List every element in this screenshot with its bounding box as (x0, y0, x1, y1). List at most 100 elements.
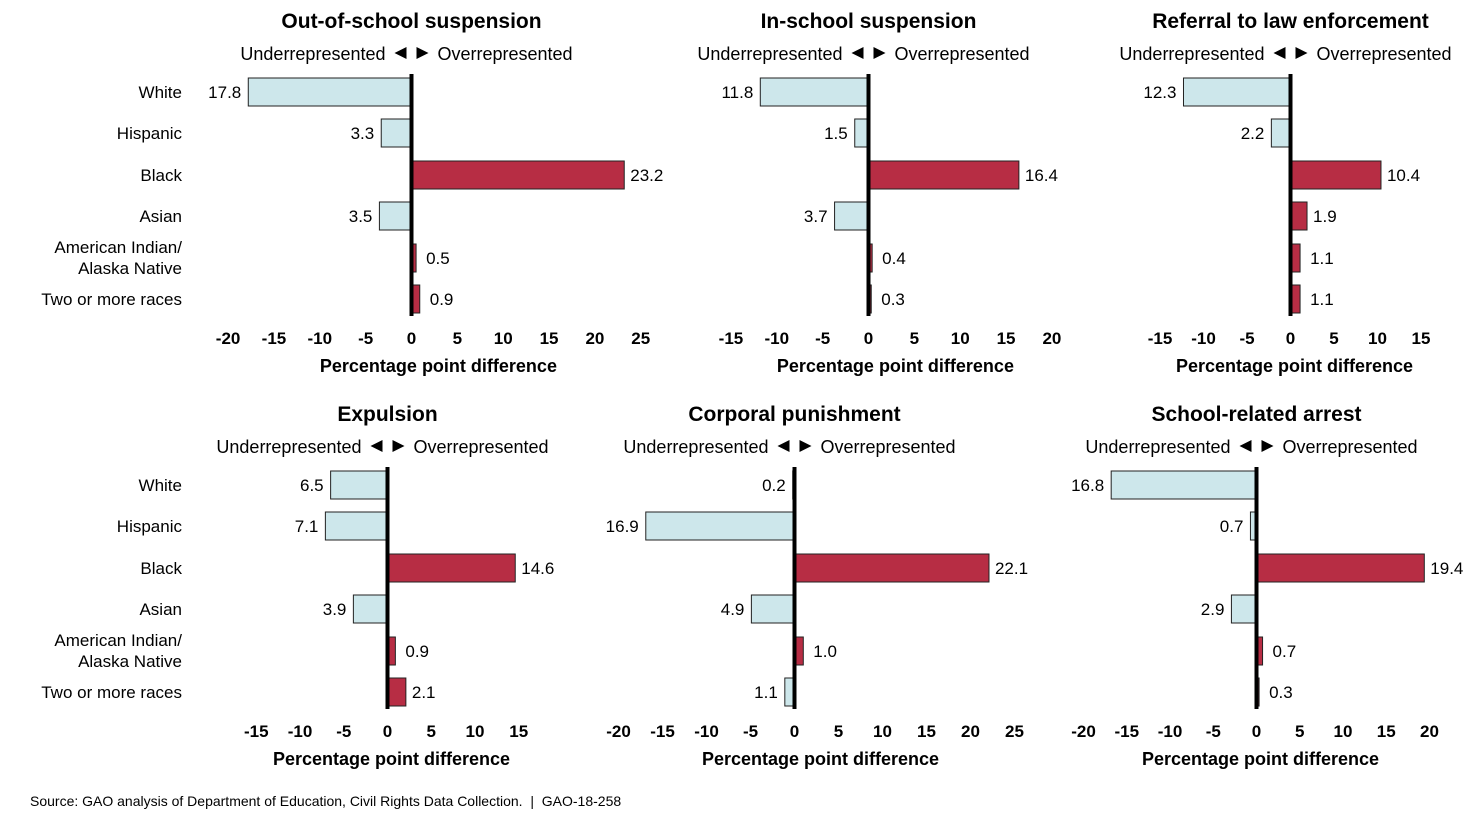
tick-label: 15 (540, 329, 559, 348)
tick-label: 15 (917, 722, 936, 741)
bar (1110, 470, 1258, 500)
data-label: 3.5 (349, 207, 373, 226)
data-label: 0.5 (426, 249, 450, 268)
category-label: White (139, 83, 182, 102)
bar (352, 594, 388, 624)
data-label: 0.9 (405, 642, 429, 661)
category-labels-2: White Hispanic Black Asian American Indian/A… (41, 476, 182, 702)
bar (834, 201, 869, 231)
tick-label: 20 (585, 329, 604, 348)
tick-label: -5 (1239, 329, 1254, 348)
tick-label: 0 (1252, 722, 1261, 741)
panel-title: In-school suspension (761, 10, 977, 33)
arrow-right-icon (873, 47, 886, 59)
data-label: 0.3 (881, 290, 905, 309)
tick-label: 0 (864, 329, 873, 348)
arrow-right-icon (1261, 440, 1274, 452)
bar (411, 160, 625, 190)
arrow-right-icon (392, 440, 405, 452)
tick-label: 10 (466, 722, 485, 741)
bar (330, 470, 388, 500)
tick-label: 20 (961, 722, 980, 741)
category-label: American Indian/ (54, 238, 182, 257)
data-label: 0.9 (430, 290, 454, 309)
direction-right-label: Overrepresented (414, 437, 549, 457)
tick-label: -20 (606, 722, 631, 741)
x-axis-label: Percentage point difference (273, 749, 510, 769)
category-label: Asian (139, 600, 182, 619)
tick-label: 20 (1042, 329, 1061, 348)
source-note: Source: GAO analysis of Department of Ed… (30, 793, 621, 809)
report-id: GAO-18-258 (541, 793, 622, 809)
tick-label: 0 (790, 722, 799, 741)
data-label: 2.2 (1241, 124, 1265, 143)
bar (794, 553, 990, 583)
tick-label: -10 (765, 329, 790, 348)
panel-title: School-related arrest (1151, 403, 1361, 426)
tick-label: -20 (216, 329, 241, 348)
data-label: 2.9 (1201, 600, 1225, 619)
panel-4: Expulsion Underrepresented Overrepresented… (216, 403, 554, 769)
panel-title: Expulsion (337, 403, 437, 426)
panel-1: Out-of-school suspension Underrepresented… (208, 10, 663, 376)
tick-label: -10 (694, 722, 719, 741)
bar (387, 677, 407, 707)
bar (247, 77, 412, 107)
arrow-left-icon (777, 440, 790, 452)
bar (1182, 77, 1291, 107)
tick-label: -5 (358, 329, 373, 348)
direction-right-label: Overrepresented (821, 437, 956, 457)
x-axis-label: Percentage point difference (777, 356, 1014, 376)
tick-label: -15 (1114, 722, 1139, 741)
tick-label: 15 (997, 329, 1016, 348)
data-label: 23.2 (630, 166, 663, 185)
category-label: Hispanic (117, 517, 183, 536)
bar (378, 201, 412, 231)
direction-left-label: Underrepresented (697, 44, 842, 64)
bar (380, 118, 413, 148)
data-label: 0.2 (762, 476, 786, 495)
data-label: 14.6 (521, 559, 554, 578)
data-label: 0.4 (882, 249, 906, 268)
tick-label: 10 (951, 329, 970, 348)
tick-label: 15 (1412, 329, 1431, 348)
tick-label: 0 (383, 722, 392, 741)
data-label: 1.9 (1313, 207, 1337, 226)
data-label: 1.5 (824, 124, 848, 143)
tick-label: 25 (631, 329, 650, 348)
source-separator: | (526, 793, 538, 809)
arrow-right-icon (1295, 47, 1308, 59)
direction-left-label: Underrepresented (240, 44, 385, 64)
panel-5: Corporal punishment Underrepresented Overr… (606, 403, 1028, 769)
data-label: 1.1 (1310, 249, 1334, 268)
direction-right-label: Overrepresented (895, 44, 1030, 64)
tick-label: 0 (1286, 329, 1295, 348)
bar (868, 160, 1020, 190)
direction-right-label: Overrepresented (438, 44, 573, 64)
tick-label: -10 (308, 329, 333, 348)
panel-title: Referral to law enforcement (1152, 10, 1429, 33)
tick-label: 15 (1377, 722, 1396, 741)
data-label: 19.4 (1430, 559, 1463, 578)
direction-right-label: Overrepresented (1283, 437, 1418, 457)
tick-label: 5 (1329, 329, 1338, 348)
data-label: 2.1 (412, 683, 436, 702)
tick-label: 0 (407, 329, 416, 348)
bar (1270, 118, 1291, 148)
tick-label: 5 (453, 329, 462, 348)
bar (1290, 201, 1308, 231)
x-axis-label: Percentage point difference (320, 356, 557, 376)
data-label: 0.7 (1273, 642, 1297, 661)
tick-label: -15 (719, 329, 744, 348)
tick-label: 10 (1368, 329, 1387, 348)
data-label: 10.4 (1387, 166, 1420, 185)
x-axis-label: Percentage point difference (1176, 356, 1413, 376)
tick-label: -5 (336, 722, 351, 741)
tick-label: 5 (910, 329, 919, 348)
arrow-right-icon (799, 440, 812, 452)
data-label: 3.7 (804, 207, 828, 226)
data-label: 16.9 (606, 517, 639, 536)
category-label: Two or more races (41, 290, 182, 309)
panel-title: Corporal punishment (688, 403, 900, 426)
